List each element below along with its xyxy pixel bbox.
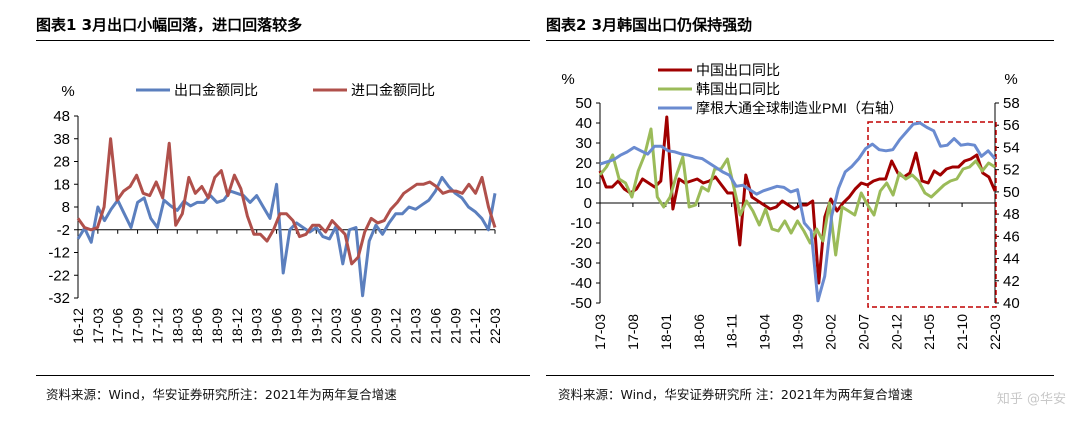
series-line (598, 115, 997, 285)
title-divider (36, 40, 530, 41)
y2-tick-label: 50 (1003, 184, 1020, 201)
y-tick-label: 18 (53, 176, 70, 193)
x-tick-label: 17-08 (625, 314, 641, 350)
panel-title: 图表2 3月韩国出口仍保持强劲 (546, 16, 753, 34)
panel-export-import: 图表1 3月出口小幅回落，进口回落较多 48 38 28 18 8 -2 -12 -22 -32… (0, 0, 535, 431)
y-tick-label: -20 (570, 235, 592, 252)
y-tick-label: -12 (48, 245, 70, 262)
x-tick-label: 18-06 (691, 314, 707, 350)
y-tick-label: 30 (575, 135, 592, 152)
x-tick-label: 19-12 (308, 308, 324, 344)
y2-tick-label: 58 (1003, 95, 1020, 112)
y2-axis-unit: % (1004, 71, 1017, 88)
x-tick-label: 19-06 (269, 308, 285, 344)
x-tick-label: 18-11 (724, 314, 740, 349)
series-line (76, 175, 497, 298)
x-tick-label: 21-06 (427, 308, 443, 344)
legend-label: 摩根大通全球制造业PMI（右轴） (696, 100, 903, 116)
x-tick-label: 17-12 (149, 308, 165, 344)
y-tick-label: -22 (48, 267, 70, 284)
x-tick-label: 22-03 (987, 314, 1003, 350)
y-tick-label: 40 (575, 115, 592, 132)
x-tick-label: 19-04 (757, 314, 773, 350)
y-tick-label: -10 (570, 215, 592, 232)
x-tick-label: 16-12 (70, 308, 86, 344)
x-tick-label: 20-02 (822, 314, 838, 350)
source-divider (36, 375, 530, 376)
panel-title: 图表1 3月出口小幅回落，进口回落较多 (36, 16, 303, 34)
y-tick-label: 48 (53, 108, 70, 125)
x-tick-label: 21-09 (447, 308, 463, 344)
x-tick-label: 19-09 (288, 308, 304, 344)
chart-export-import: 48 38 28 18 8 -2 -12 -22 -32% 16-12 17-03 17-06 17-0… (48, 82, 503, 344)
y-tick-label: -50 (570, 295, 592, 312)
title-divider (546, 40, 1054, 41)
y2-tick-label: 42 (1003, 273, 1020, 290)
y2-tick-label: 46 (1003, 228, 1020, 245)
source-note: 资料来源：Wind，华安证券研究所注：2021年为两年复合增速 (46, 387, 397, 402)
x-tick-label: 17-03 (592, 314, 608, 350)
x-tick-label: 17-03 (90, 308, 106, 344)
x-tick-label: 20-12 (888, 314, 904, 350)
y2-tick-label: 52 (1003, 162, 1020, 179)
source-divider (546, 375, 1054, 376)
y2-tick-label: 54 (1003, 139, 1020, 156)
x-tick-label: 18-12 (229, 308, 245, 344)
y-axis-unit: % (61, 83, 74, 100)
x-tick-label: 20-03 (328, 308, 344, 344)
x-tick-label: 21-03 (408, 308, 424, 344)
y-tick-label: 20 (575, 155, 592, 172)
x-tick-label: 19-09 (790, 314, 806, 350)
y-tick-label: -30 (570, 255, 592, 272)
y-tick-label: 28 (53, 154, 70, 171)
x-tick-label: 20-12 (388, 308, 404, 344)
x-tick-label: 19-03 (249, 308, 265, 344)
y-tick-label: 38 (53, 131, 70, 148)
x-tick-label: 21-05 (921, 314, 937, 350)
y-tick-label: 10 (575, 175, 592, 192)
y-tick-label: -40 (570, 275, 592, 292)
series-line (599, 121, 997, 303)
x-tick-label: 21-10 (954, 314, 970, 350)
legend-label: 进口金额同比 (351, 82, 435, 98)
x-tick-label: 21-12 (467, 308, 483, 344)
y-tick-label: -32 (48, 290, 70, 307)
legend-label: 韩国出口同比 (696, 81, 780, 97)
x-tick-label: 18-01 (658, 314, 674, 350)
y-axis-unit: % (561, 71, 574, 88)
highlight-box (867, 121, 997, 308)
x-tick-label: 17-09 (130, 308, 146, 344)
x-tick-label: 18-06 (189, 308, 205, 344)
y2-tick-label: 56 (1003, 117, 1020, 134)
y2-tick-label: 48 (1003, 206, 1020, 223)
watermark: 知乎 @华安 (996, 392, 1066, 407)
x-tick-label: 20-09 (368, 308, 384, 344)
y-tick-label: 8 (62, 199, 70, 216)
source-note: 资料来源：Wind，华安证券研究所 注：2021年为两年复合增速 (558, 387, 913, 402)
x-tick-label: 18-09 (209, 308, 225, 344)
x-tick-label: 17-06 (110, 308, 126, 344)
y-tick-label: -2 (57, 222, 70, 239)
chart-korea-export: 50 40 30 20 10 0 -10 -20 -30 -40 -50 58 56 54 52 50 48 46… (561, 62, 1020, 350)
panel-korea-export: 图表2 3月韩国出口仍保持强劲 50 40 30 20 10 0 -10 -20 -30 -40 -… (540, 0, 1080, 431)
x-tick-label: 18-03 (169, 308, 185, 344)
x-tick-label: 20-06 (348, 308, 364, 344)
y-tick-label: 50 (575, 95, 592, 112)
legend-label: 出口金额同比 (174, 82, 258, 98)
x-tick-label: 20-07 (855, 314, 871, 350)
y2-tick-label: 44 (1003, 251, 1020, 268)
series-line (76, 137, 497, 266)
series-line (598, 127, 996, 257)
legend-label: 中国出口同比 (696, 62, 780, 78)
y2-tick-label: 40 (1003, 295, 1020, 312)
x-tick-label: 22-03 (487, 308, 503, 344)
y-tick-label: 0 (584, 195, 592, 212)
